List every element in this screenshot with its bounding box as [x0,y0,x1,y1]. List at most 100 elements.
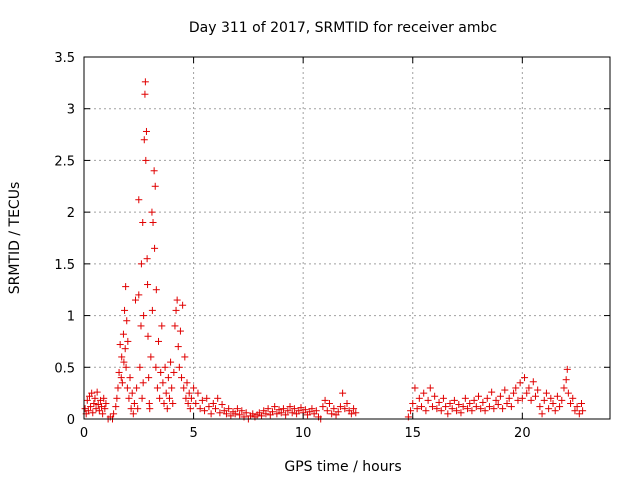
data-point [116,341,124,349]
data-point [198,396,206,404]
data-point [139,218,147,226]
data-point [155,337,163,345]
data-point [273,410,281,418]
data-point [147,353,155,361]
data-point [93,388,101,396]
data-point [151,244,159,252]
data-point [290,405,298,413]
y-tick-label: 2 [67,206,75,221]
data-point [284,407,292,415]
data-point [538,410,546,418]
data-point [142,127,150,135]
data-point [123,384,131,392]
data-point [271,403,279,411]
data-point [141,78,149,86]
data-point [95,407,103,415]
data-point [176,327,184,335]
data-point [140,136,148,144]
data-point [236,411,244,419]
y-tick-label: 3 [67,103,75,118]
data-point [164,374,172,382]
data-point [531,392,539,400]
data-point [148,208,156,216]
data-point [134,405,142,413]
data-point [553,392,561,400]
data-point [227,412,235,420]
data-point [173,296,181,304]
data-point [323,407,331,415]
data-point [529,378,537,386]
data-point [490,405,498,413]
data-point [158,322,166,330]
data-point [137,260,145,268]
data-point [159,379,167,387]
data-point [144,281,152,289]
data-point [545,405,553,413]
data-point [472,403,480,411]
data-point [330,405,338,413]
data-point [126,374,134,382]
data-point [212,405,219,413]
data-point [135,291,143,299]
data-point [542,389,550,397]
labels-layer: 0 5 10 15 20 0 0.5 1 1.5 2 2.5 3 3.5 [54,51,530,441]
data-point [161,363,169,371]
data-point [121,345,129,353]
data-point [160,399,168,407]
y-tick-label: 3.5 [54,51,75,66]
data-point [178,374,186,382]
data-point [567,399,575,407]
plot-frame [83,56,611,420]
x-axis-label: GPS time / hours [284,459,401,475]
data-point [407,407,415,415]
data-point [444,410,452,418]
data-point [102,399,110,407]
data-point [435,398,443,406]
y-axis-label: SRMTID / TECUs [7,182,23,295]
data-point [115,368,123,376]
data-point [194,389,202,397]
data-point [156,394,164,402]
data-point [475,392,482,400]
data-point [409,399,417,407]
data-point [288,409,296,417]
data-point [514,396,522,404]
data-point [575,410,583,418]
data-point [207,410,215,418]
data-point [180,384,188,392]
data-point [133,384,141,392]
data-point [150,167,158,175]
data-point [169,399,177,407]
data-point [124,337,132,345]
data-point [420,389,428,397]
data-point [187,394,195,402]
data-point [536,403,544,411]
data-point [439,394,447,402]
data-point [481,407,489,415]
data-point [534,386,542,394]
x-tick-label: 20 [514,426,531,441]
data-point [218,401,226,409]
data-point [151,182,159,190]
data-point [100,394,108,402]
data-point [479,398,487,406]
data-point [205,403,213,411]
data-point [122,283,130,291]
data-point [422,407,430,415]
data-point [319,403,327,411]
data-point [413,405,421,413]
data-point [466,399,474,407]
data-point [233,405,241,413]
data-point [262,410,270,418]
data-point [312,407,320,415]
data-point [165,394,173,402]
data-point [101,405,109,413]
data-point [140,312,148,320]
data-point [135,196,143,204]
data-point [110,410,118,418]
data-point [442,403,450,411]
data-point [328,410,336,418]
data-point [121,306,129,314]
data-point [127,405,135,413]
data-point [558,396,566,404]
